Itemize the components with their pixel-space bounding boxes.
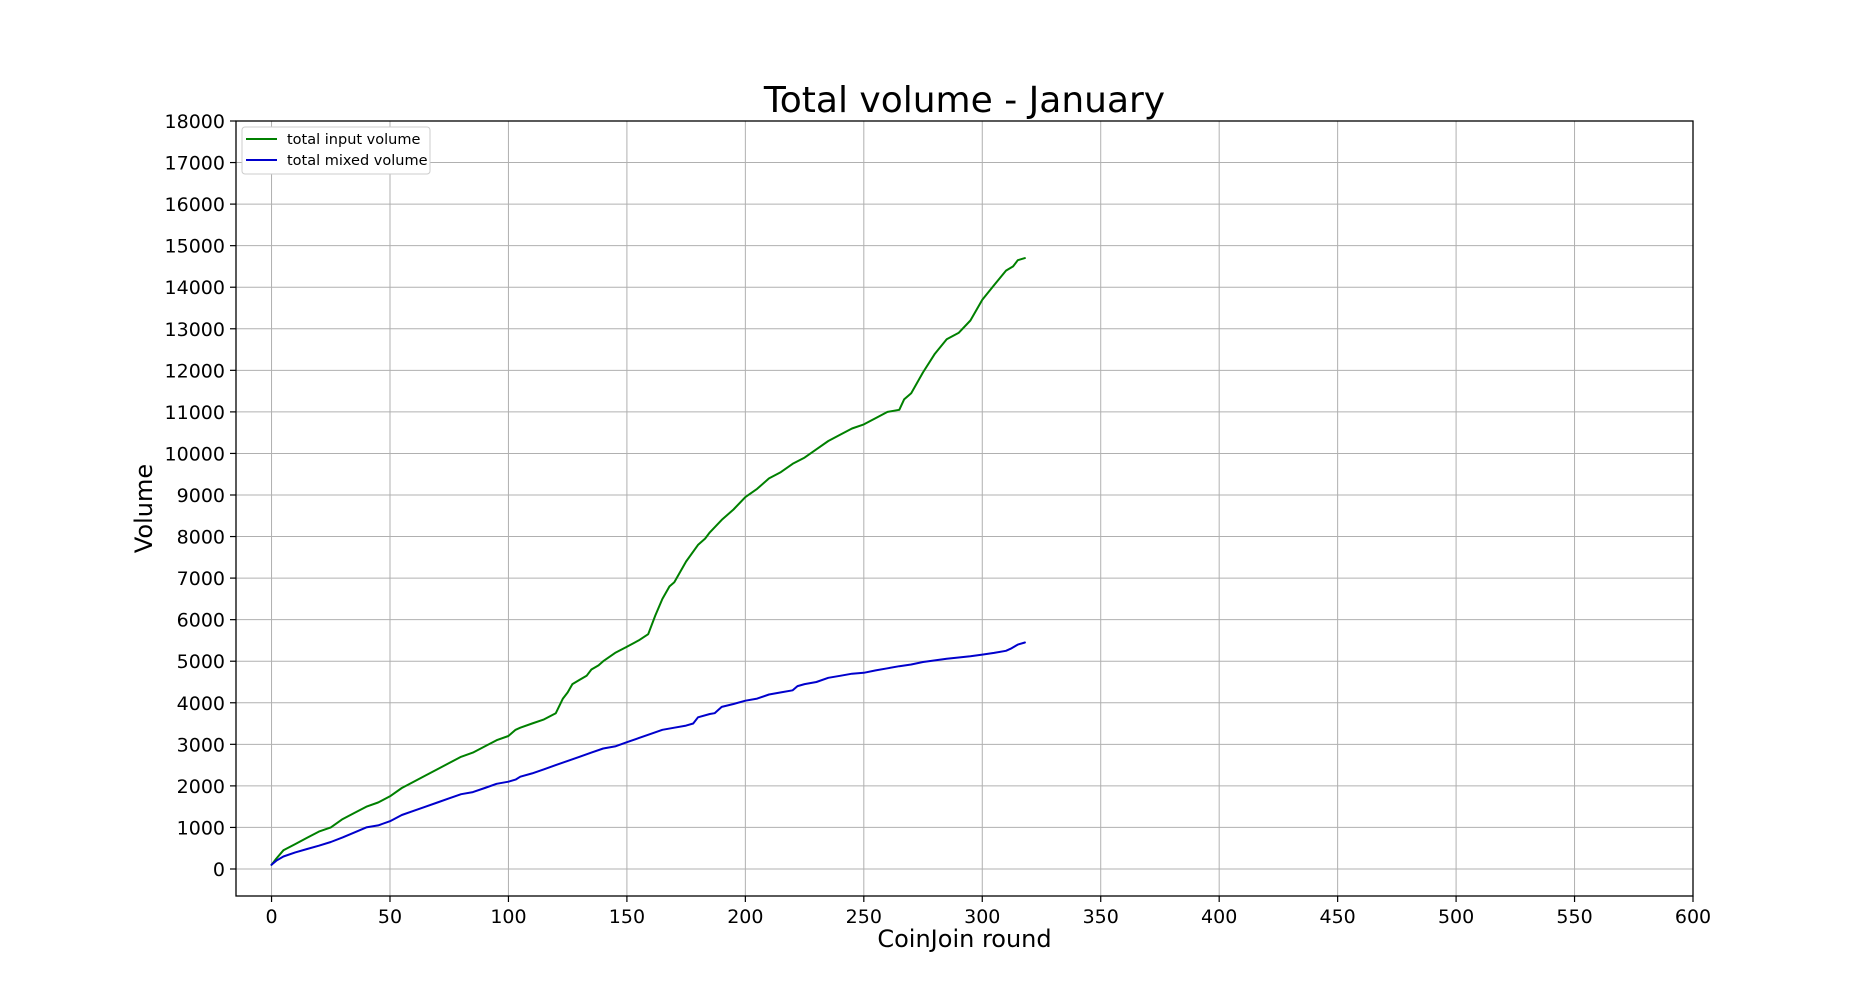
y-tick-label: 7000: [177, 568, 225, 590]
legend: total input volume total mixed volume: [241, 126, 431, 175]
y-tick-label: 1000: [177, 817, 225, 839]
y-axis-label: Volume: [130, 464, 158, 553]
y-tick-label: 18000: [165, 111, 225, 133]
chart-title: Total volume - January: [763, 80, 1165, 121]
x-tick-label: 450: [1320, 906, 1356, 928]
y-tick-label: 10000: [165, 443, 225, 465]
x-tick-label: 200: [727, 906, 763, 928]
series-line-total-mixed-volume: [270, 641, 1026, 866]
legend-box: [241, 126, 431, 175]
y-tick-label: 17000: [165, 153, 225, 175]
series-line-total-input-volume: [270, 257, 1026, 866]
x-tick-label: 300: [964, 906, 1000, 928]
y-tick-label: 14000: [165, 277, 225, 299]
y-tick-label: 3000: [177, 734, 225, 756]
legend-label-total-mixed-volume: total mixed volume: [287, 153, 428, 169]
x-tick-label: 350: [1083, 906, 1119, 928]
x-tick-label: 500: [1438, 906, 1474, 928]
y-tick-label: 0: [213, 859, 225, 881]
y-tick-label: 6000: [177, 610, 225, 632]
tick-layer: 0 50 100 150 200 250 300 350 400 450 500 550 6000100…: [165, 111, 1712, 928]
y-tick-label: 15000: [165, 236, 225, 258]
y-tick-label: 13000: [165, 319, 225, 341]
y-tick-label: 12000: [165, 360, 225, 382]
grid-layer: [236, 120, 1694, 896]
y-tick-label: 5000: [177, 651, 225, 673]
y-tick-label: 8000: [177, 527, 225, 549]
series-layer: [270, 257, 1026, 866]
x-tick-label: 250: [846, 906, 882, 928]
x-tick-label: 400: [1201, 906, 1237, 928]
y-tick-label: 2000: [177, 776, 225, 798]
x-tick-label: 550: [1556, 906, 1592, 928]
x-axis-label: CoinJoin round: [877, 925, 1051, 953]
x-tick-label: 100: [490, 906, 526, 928]
x-tick-label: 600: [1675, 906, 1711, 928]
plot-frame: [235, 120, 1694, 897]
y-tick-label: 11000: [165, 402, 225, 424]
y-tick-label: 9000: [177, 485, 225, 507]
legend-label-total-input-volume: total input volume: [287, 132, 420, 148]
x-tick-label: 0: [265, 906, 277, 928]
y-tick-label: 16000: [165, 194, 225, 216]
x-tick-label: 150: [609, 906, 645, 928]
y-tick-label: 4000: [177, 693, 225, 715]
x-tick-label: 50: [378, 906, 402, 928]
